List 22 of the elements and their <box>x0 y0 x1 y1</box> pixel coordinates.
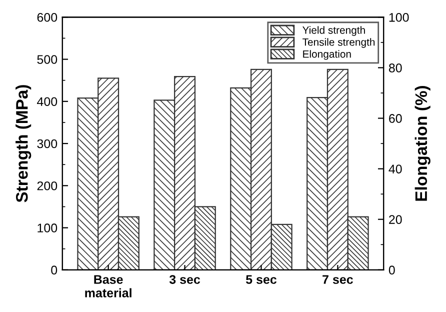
legend-label: Elongation <box>303 50 351 60</box>
y2-tick-label: 60 <box>389 114 402 123</box>
y-tick-label: 0 <box>51 266 58 275</box>
y-tick-label: 100 <box>38 224 58 232</box>
y2-tick-label: 80 <box>388 64 402 72</box>
y2-tick-label: 20 <box>389 215 402 224</box>
y-tick-label: 200 <box>37 181 58 190</box>
y2-tick-label: 0 <box>388 266 395 275</box>
x-tick-label: 3 sec <box>169 275 200 284</box>
y-tick-label: 400 <box>37 97 58 106</box>
y-axis-title: Strength (MPa) <box>16 85 32 202</box>
x-tick-label: 7 sec <box>322 275 353 284</box>
x-tick-label: 5 sec <box>246 275 277 284</box>
y2-tick-label: 40 <box>388 164 402 174</box>
y-tick-label: 500 <box>37 55 58 64</box>
y-tick-label: 300 <box>37 139 58 148</box>
y-tick-label: 600 <box>37 12 58 22</box>
y2-axis-title: Elongation (%) <box>414 86 430 201</box>
legend-label: Yield strength <box>302 26 365 36</box>
y2-tick-label: 100 <box>389 12 409 22</box>
x-tick-label: Base material <box>85 275 132 298</box>
legend-label: Tensile strength <box>302 38 375 48</box>
